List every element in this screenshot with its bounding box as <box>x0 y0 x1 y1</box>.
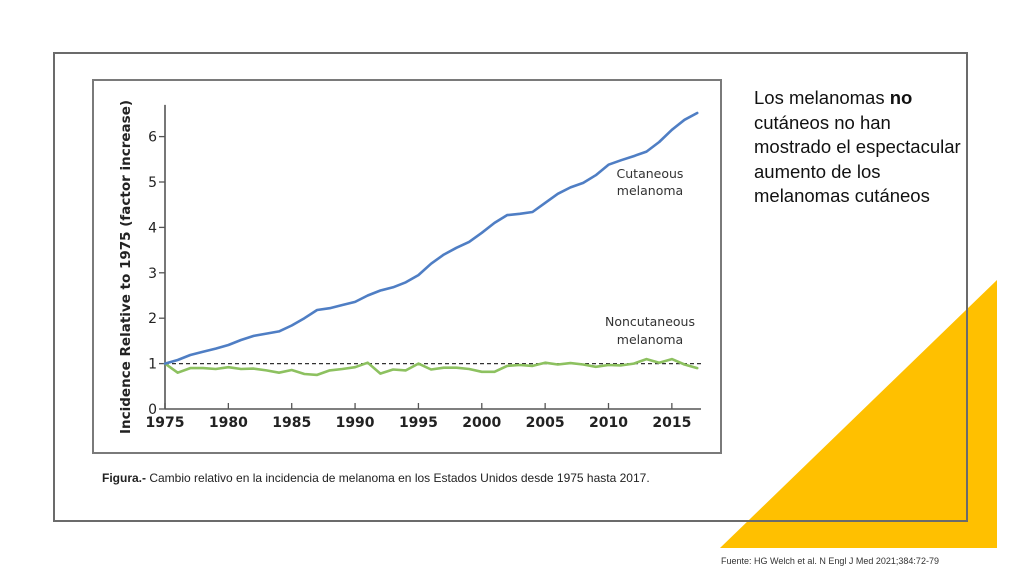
source-citation: Fuente: HG Welch et al. N Engl J Med 202… <box>721 556 939 566</box>
caption-bold: Figura.- <box>102 471 146 485</box>
label-cutaneous-line1: Cutaneous <box>617 166 684 181</box>
figure-caption: Figura.- Cambio relativo en la incidenci… <box>102 471 650 485</box>
y-tick-label: 5 <box>148 175 157 191</box>
side-note-part1: Los melanomas <box>754 87 890 108</box>
ticks: 0 1 2 3 4 5 6 1975 1980 1985 1990 1995 2000 2005 2010 2… <box>146 130 692 431</box>
x-tick-label: 1985 <box>272 415 311 431</box>
side-note-bold: no <box>889 87 913 108</box>
caption-text: Cambio relativo en la incidencia de mela… <box>146 471 650 485</box>
slide-content-frame <box>53 52 968 522</box>
x-tick-label: 1975 <box>146 415 185 431</box>
y-tick-label: 0 <box>148 402 157 418</box>
x-tick-label: 1995 <box>399 415 438 431</box>
side-note: Los melanomas no cutáneos no han mostrad… <box>754 86 964 209</box>
label-noncutaneous-line2: melanoma <box>617 332 683 347</box>
y-tick-label: 6 <box>148 130 157 146</box>
line-chart: Incidence Relative to 1975 (factor incre… <box>118 100 701 434</box>
y-tick-label: 1 <box>148 357 157 373</box>
x-tick-label: 1980 <box>209 415 248 431</box>
side-note-part2: cutáneos no han mostrado el espectacular… <box>754 111 961 207</box>
label-cutaneous-line2: melanoma <box>617 183 683 198</box>
series-line-cutaneous <box>163 111 699 365</box>
x-tick-label: 1990 <box>336 415 375 431</box>
series-group <box>163 111 699 377</box>
y-axis-label: Incidence Relative to 1975 (factor incre… <box>118 100 134 434</box>
axes <box>164 104 701 410</box>
x-tick-label: 2010 <box>589 415 628 431</box>
x-tick-label: 2015 <box>652 415 691 431</box>
yellow-triangle-shape <box>720 280 997 548</box>
series-line-noncutaneous <box>163 357 699 377</box>
y-tick-label: 2 <box>148 311 157 327</box>
y-tick-label: 3 <box>148 266 157 282</box>
x-tick-label: 2000 <box>462 415 501 431</box>
x-tick-label: 2005 <box>526 415 565 431</box>
chart-frame <box>92 79 722 454</box>
label-noncutaneous-line1: Noncutaneous <box>605 314 695 329</box>
y-tick-label: 4 <box>148 220 157 236</box>
